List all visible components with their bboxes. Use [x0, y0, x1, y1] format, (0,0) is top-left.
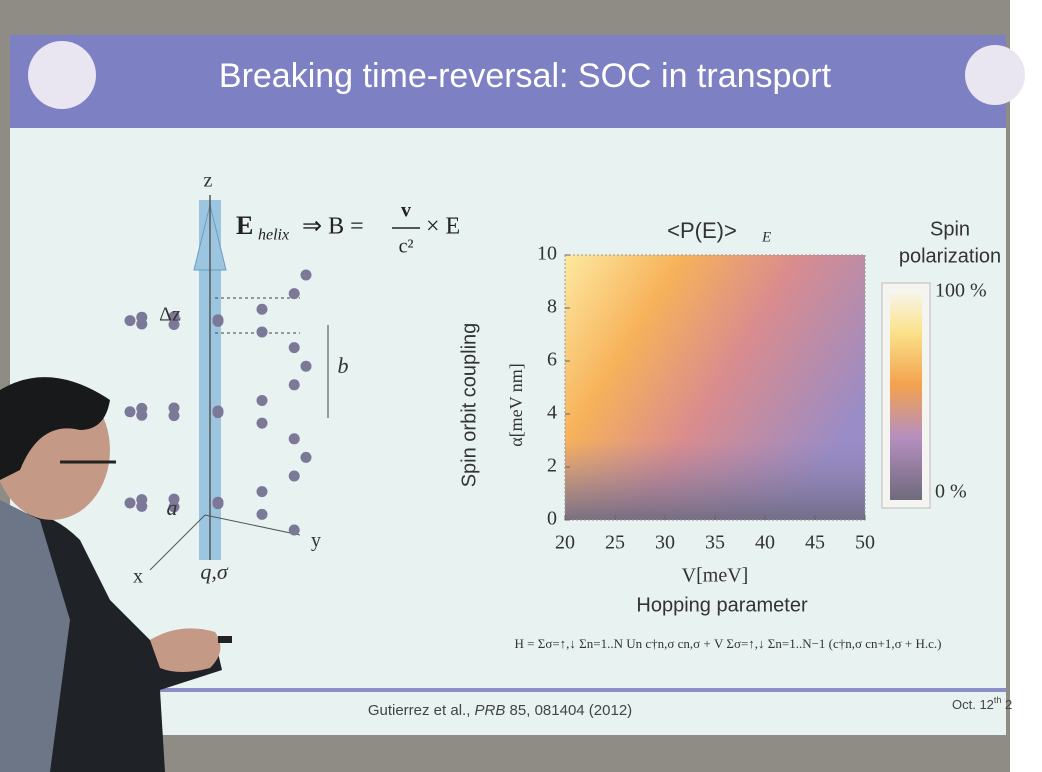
atom [136, 402, 148, 414]
y-label: y [311, 530, 321, 552]
atom [256, 394, 268, 406]
atom [256, 326, 268, 338]
x-axis-sublabel: Hopping parameter [636, 594, 808, 616]
citation: Gutierrez et al., PRB 85, 081404 (2012) [368, 702, 632, 719]
header-band [10, 35, 1006, 128]
slide-title: Breaking time-reversal: SOC in transport [219, 57, 832, 95]
atom [168, 311, 180, 323]
atom [288, 288, 300, 300]
y-tick-label: 0 [547, 508, 557, 530]
formula-relation: ⇒ B = [302, 214, 364, 240]
atom [300, 451, 312, 463]
x-tick-label: 20 [555, 532, 575, 554]
atom [168, 501, 180, 513]
date: Oct. 12th 2 [952, 695, 1012, 712]
hand [150, 628, 221, 672]
formula-cross: × E [426, 214, 460, 240]
atom [168, 402, 180, 414]
y-tick-label: 4 [547, 402, 557, 424]
atom [212, 315, 224, 327]
y-axis-label: Spin orbit coupling [458, 323, 480, 488]
x-tick-label: 30 [655, 532, 675, 554]
atom [168, 410, 180, 422]
atom [288, 379, 300, 391]
x-tick-label: 40 [755, 532, 775, 554]
logo [28, 41, 96, 109]
atom [212, 498, 224, 510]
atom [168, 318, 180, 330]
atom [256, 508, 268, 520]
dz-label: Δz [159, 304, 181, 326]
colorbar-title: polarization [899, 245, 1001, 267]
formula-e: E [236, 211, 253, 240]
x-tick-label: 35 [705, 532, 725, 554]
colorbar-title: Spin [930, 218, 970, 240]
citation-text: 85, 081404 (2012) [505, 702, 632, 719]
hamiltonian: H = Σσ=↑,↓ Σn=1..N Un c†n,σ cn,σ + V Σσ=… [515, 636, 942, 651]
atom [124, 406, 136, 418]
x-tick-label: 45 [805, 532, 825, 554]
atom [300, 360, 312, 372]
shirt [0, 500, 70, 772]
x-tick-label: 50 [855, 532, 875, 554]
atom [136, 494, 148, 506]
y-tick-label: 2 [547, 455, 557, 477]
helix-diagram [124, 195, 329, 571]
y-axis [204, 514, 301, 536]
atom [288, 433, 300, 445]
atom [256, 486, 268, 498]
colorbar [890, 290, 922, 500]
presenter [0, 377, 232, 772]
formula-v: v [401, 200, 411, 222]
z-label: z [204, 170, 213, 192]
citation-journal: PRB [475, 702, 506, 719]
atom [124, 497, 136, 509]
atom [300, 269, 312, 281]
q-label: q,σ [200, 559, 229, 584]
colorbar-min: 0 % [935, 481, 967, 503]
y-tick-label: 6 [547, 349, 557, 371]
colorbar-max: 100 % [935, 280, 987, 302]
heatmap-shade [564, 254, 866, 521]
x-axis-label: V[meV] [682, 565, 749, 587]
heatmap-title-sub: E [761, 229, 771, 245]
atom [168, 493, 180, 505]
hair [0, 377, 110, 480]
a-label: a [167, 495, 178, 520]
atom [136, 311, 148, 323]
atom [212, 407, 224, 419]
atom [288, 524, 300, 536]
atom [288, 342, 300, 354]
y-tick-label: 10 [537, 243, 557, 265]
clicker [218, 636, 232, 643]
b-label: b [338, 353, 349, 378]
y-axis-unit: α[meV nm] [506, 363, 526, 447]
date-text: Oct. 12 [952, 697, 994, 712]
x-label: x [133, 566, 143, 588]
logo [965, 45, 1025, 105]
y-tick-label: 8 [547, 296, 557, 318]
atom [256, 417, 268, 429]
atom [256, 303, 268, 315]
x-axis [149, 514, 206, 571]
atom [124, 315, 136, 327]
date-sup: th [994, 695, 1002, 705]
x-tick-label: 25 [605, 532, 625, 554]
formula-c2: c² [399, 236, 414, 258]
citation-text: Gutierrez et al., [368, 702, 475, 719]
formula-helix: helix [258, 227, 289, 244]
heatmap-title: <P(E)> [667, 218, 737, 243]
atom [288, 470, 300, 482]
date-text: 2 [1001, 697, 1012, 712]
